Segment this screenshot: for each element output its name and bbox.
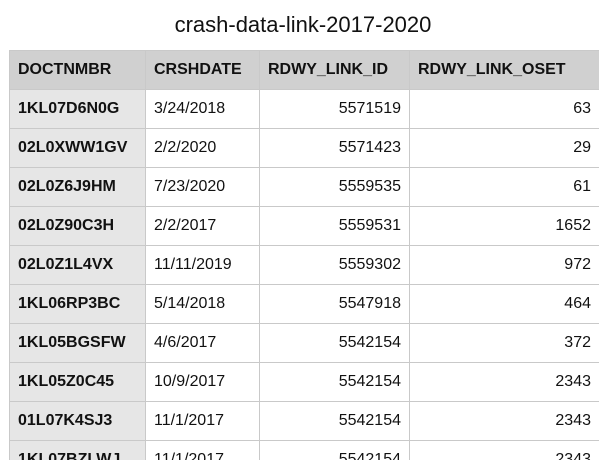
rdwy-link-oset-cell[interactable]: 63	[409, 89, 599, 129]
doctnmbr-cell[interactable]: 02L0Z6J9HM	[9, 167, 146, 207]
crshdate-cell[interactable]: 10/9/2017	[145, 362, 260, 402]
rdwy-link-id-cell[interactable]: 5542154	[259, 440, 410, 460]
column-header-doctnmbr[interactable]: DOCTNMBR	[9, 50, 146, 90]
rdwy-link-id-cell[interactable]: 5547918	[259, 284, 410, 324]
crshdate-cell[interactable]: 4/6/2017	[145, 323, 260, 363]
crshdate-cell[interactable]: 2/2/2020	[145, 128, 260, 168]
doctnmbr-cell[interactable]: 1KL06RP3BC	[9, 284, 146, 324]
doctnmbr-cell[interactable]: 1KL07D6N0G	[9, 89, 146, 129]
column-header-crshdate[interactable]: CRSHDATE	[145, 50, 260, 90]
table-row: 02L0Z6J9HM 7/23/2020 5559535 61	[9, 167, 599, 207]
crshdate-cell[interactable]: 11/1/2017	[145, 440, 260, 460]
rdwy-link-oset-cell[interactable]: 2343	[409, 362, 599, 402]
crshdate-cell[interactable]: 5/14/2018	[145, 284, 260, 324]
table-row: 02L0Z90C3H 2/2/2017 5559531 1652	[9, 206, 599, 246]
rdwy-link-id-cell[interactable]: 5559535	[259, 167, 410, 207]
crshdate-cell[interactable]: 3/24/2018	[145, 89, 260, 129]
table-row: 1KL07BZLWJ 11/1/2017 5542154 2343	[9, 440, 599, 460]
table-row: 02L0Z1L4VX 11/11/2019 5559302 972	[9, 245, 599, 285]
crshdate-cell[interactable]: 11/1/2017	[145, 401, 260, 441]
table-row: 01L07K4SJ3 11/1/2017 5542154 2343	[9, 401, 599, 441]
rdwy-link-oset-cell[interactable]: 972	[409, 245, 599, 285]
data-table-container: DOCTNMBR CRSHDATE RDWY_LINK_ID RDWY_LINK…	[9, 50, 599, 460]
crshdate-cell[interactable]: 7/23/2020	[145, 167, 260, 207]
rdwy-link-oset-cell[interactable]: 29	[409, 128, 599, 168]
rdwy-link-id-cell[interactable]: 5542154	[259, 323, 410, 363]
table-header-row: DOCTNMBR CRSHDATE RDWY_LINK_ID RDWY_LINK…	[9, 50, 599, 90]
table-row: 1KL05BGSFW 4/6/2017 5542154 372	[9, 323, 599, 363]
rdwy-link-oset-cell[interactable]: 372	[409, 323, 599, 363]
rdwy-link-id-cell[interactable]: 5542154	[259, 401, 410, 441]
doctnmbr-cell[interactable]: 1KL05BGSFW	[9, 323, 146, 363]
rdwy-link-id-cell[interactable]: 5559302	[259, 245, 410, 285]
crshdate-cell[interactable]: 11/11/2019	[145, 245, 260, 285]
table-row: 1KL05Z0C45 10/9/2017 5542154 2343	[9, 362, 599, 402]
rdwy-link-oset-cell[interactable]: 2343	[409, 401, 599, 441]
rdwy-link-id-cell[interactable]: 5571423	[259, 128, 410, 168]
doctnmbr-cell[interactable]: 02L0XWW1GV	[9, 128, 146, 168]
doctnmbr-cell[interactable]: 1KL05Z0C45	[9, 362, 146, 402]
table-row: 1KL07D6N0G 3/24/2018 5571519 63	[9, 89, 599, 129]
rdwy-link-oset-cell[interactable]: 2343	[409, 440, 599, 460]
doctnmbr-cell[interactable]: 01L07K4SJ3	[9, 401, 146, 441]
rdwy-link-oset-cell[interactable]: 1652	[409, 206, 599, 246]
rdwy-link-oset-cell[interactable]: 61	[409, 167, 599, 207]
crshdate-cell[interactable]: 2/2/2017	[145, 206, 260, 246]
doctnmbr-cell[interactable]: 02L0Z90C3H	[9, 206, 146, 246]
rdwy-link-id-cell[interactable]: 5559531	[259, 206, 410, 246]
table-row: 02L0XWW1GV 2/2/2020 5571423 29	[9, 128, 599, 168]
doctnmbr-cell[interactable]: 02L0Z1L4VX	[9, 245, 146, 285]
rdwy-link-id-cell[interactable]: 5542154	[259, 362, 410, 402]
column-header-rdwy-link-id[interactable]: RDWY_LINK_ID	[259, 50, 410, 90]
table-row: 1KL06RP3BC 5/14/2018 5547918 464	[9, 284, 599, 324]
crash-data-table: DOCTNMBR CRSHDATE RDWY_LINK_ID RDWY_LINK…	[9, 50, 599, 460]
rdwy-link-id-cell[interactable]: 5571519	[259, 89, 410, 129]
doctnmbr-cell[interactable]: 1KL07BZLWJ	[9, 440, 146, 460]
rdwy-link-oset-cell[interactable]: 464	[409, 284, 599, 324]
column-header-rdwy-link-oset[interactable]: RDWY_LINK_OSET	[409, 50, 599, 90]
document-title: crash-data-link-2017-2020	[174, 12, 432, 37]
